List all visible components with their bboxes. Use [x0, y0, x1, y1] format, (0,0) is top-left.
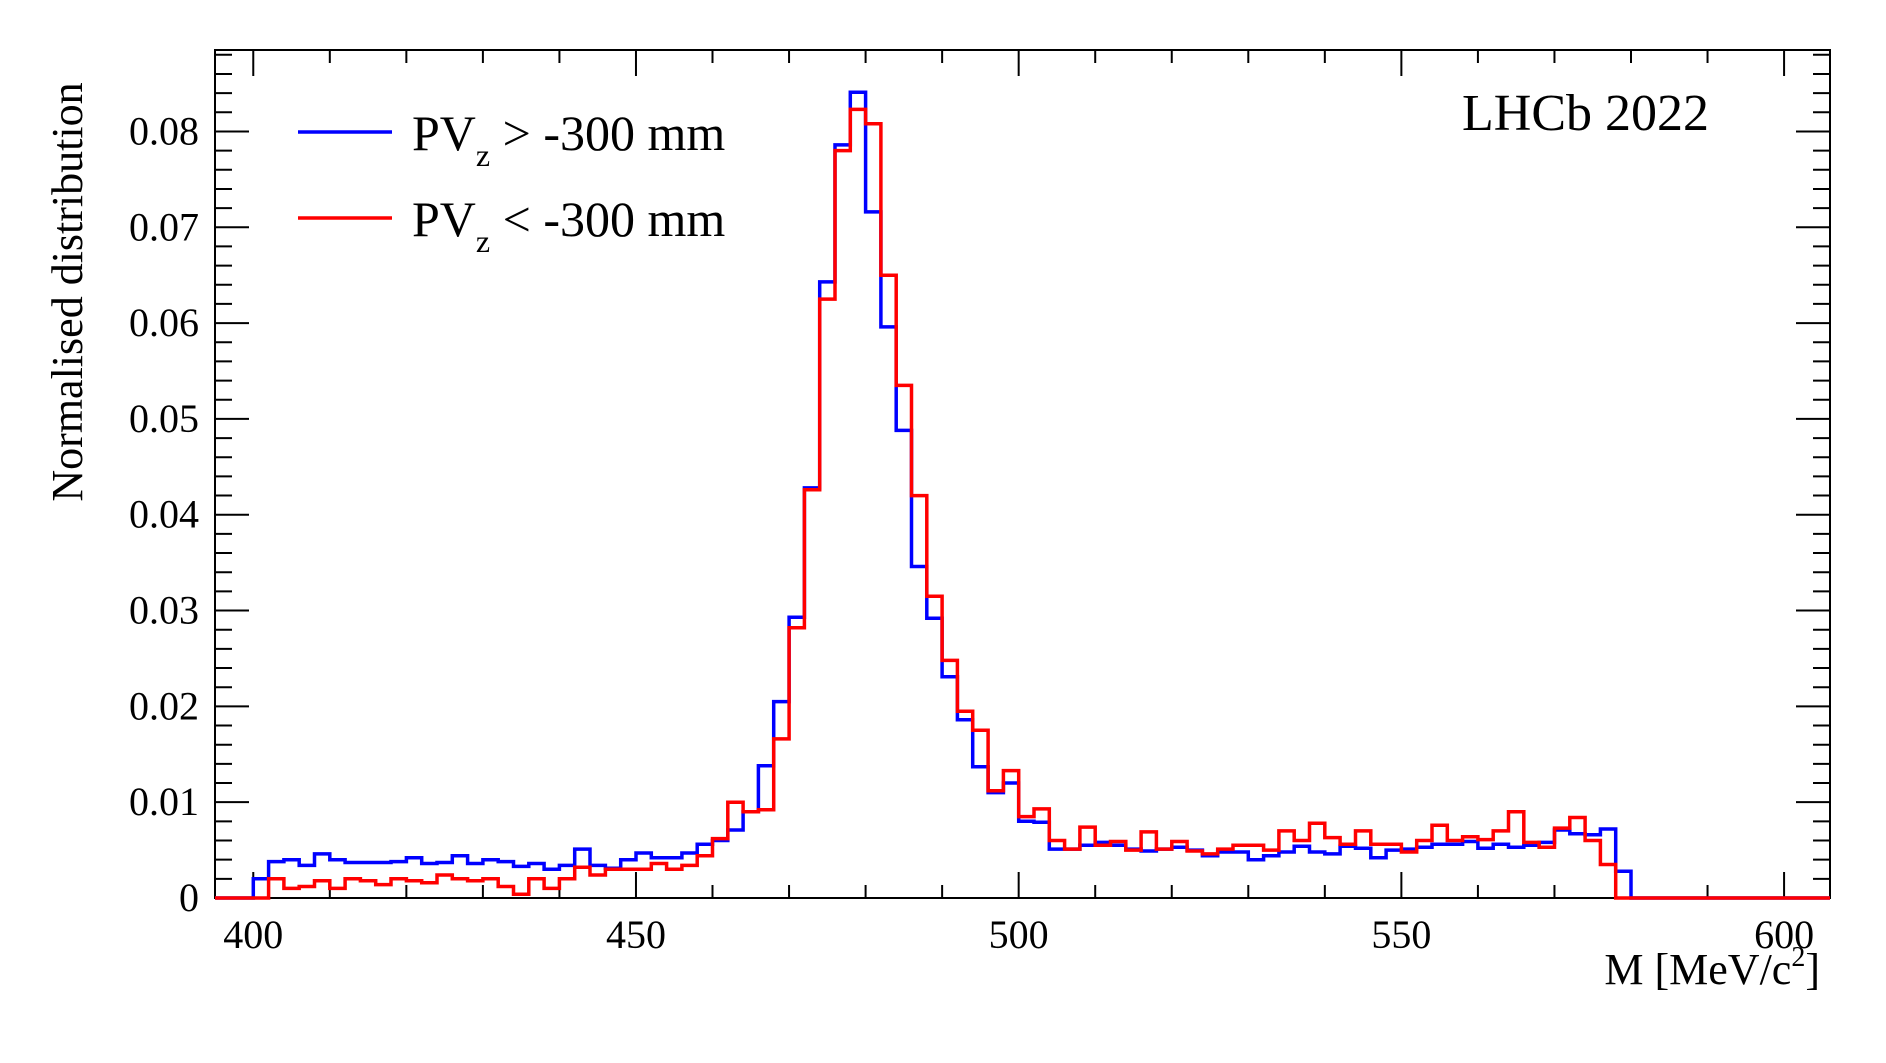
y-tick-label: 0: [179, 875, 199, 920]
x-axis-title-superscript: 2: [1791, 942, 1805, 973]
y-tick-label: 0.07: [129, 204, 199, 249]
x-axis-title: M [MeV/c2]: [1604, 942, 1820, 994]
y-tick-label: 0.05: [129, 396, 199, 441]
legend: PVz > -300 mm PVz < -300 mm: [298, 105, 725, 259]
x-tick-label: 600: [1754, 912, 1814, 957]
y-tick-label: 0.06: [129, 300, 199, 345]
y-axis-title: Normalised distribution: [43, 82, 92, 501]
x-axis-title-close: ]: [1805, 945, 1820, 994]
series-layer: [215, 90, 1830, 900]
y-tick-label: 0.04: [129, 492, 199, 537]
x-tick-label: 450: [606, 912, 666, 957]
lhcb-annotation: LHCb 2022: [1462, 85, 1709, 142]
histogram-series-2: [215, 107, 1830, 900]
axis-ticks: 0 0.01 0.02 0.03 0.04 0.05 0.06 0.07 0.08 400 450 5…: [129, 50, 1830, 957]
y-tick-label: 0.03: [129, 588, 199, 633]
legend-label-series-2: PVz < -300 mm: [412, 191, 725, 259]
y-tick-label: 0.01: [129, 779, 199, 824]
plot-frame: [214, 49, 1831, 899]
x-tick-label: 400: [223, 912, 283, 957]
x-tick-label: 500: [989, 912, 1049, 957]
y-tick-label: 0.08: [129, 108, 199, 153]
x-axis-title-main: M [MeV/c: [1604, 945, 1791, 994]
y-tick-label: 0.02: [129, 683, 199, 728]
plot-area-border: [214, 49, 1831, 899]
x-tick-label: 550: [1371, 912, 1431, 957]
legend-label-series-1: PVz > -300 mm: [412, 105, 725, 173]
